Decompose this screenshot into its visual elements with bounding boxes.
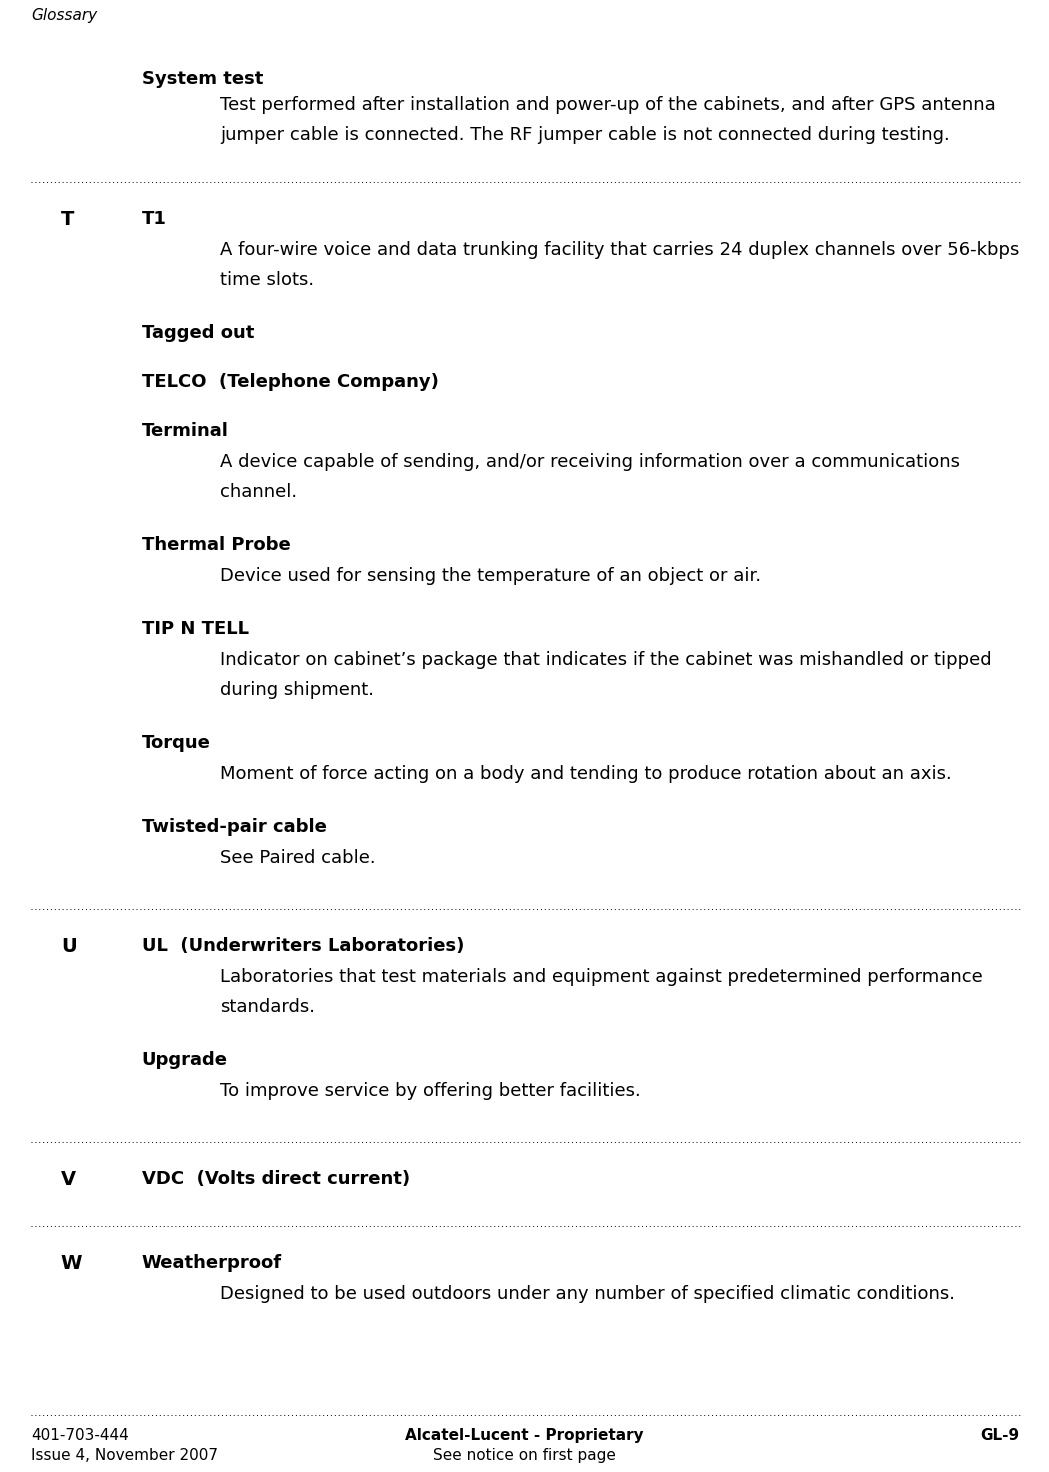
Text: Issue 4, November 2007: Issue 4, November 2007 — [31, 1448, 218, 1463]
Text: Terminal: Terminal — [142, 422, 229, 440]
Text: System test: System test — [142, 71, 263, 88]
Text: Designed to be used outdoors under any number of specified climatic conditions.: Designed to be used outdoors under any n… — [220, 1285, 956, 1303]
Text: Device used for sensing the temperature of an object or air.: Device used for sensing the temperature … — [220, 567, 762, 584]
Text: UL  (Underwriters Laboratories): UL (Underwriters Laboratories) — [142, 938, 464, 955]
Text: A four-wire voice and data trunking facility that carries 24 duplex channels ove: A four-wire voice and data trunking faci… — [220, 241, 1020, 259]
Text: Indicator on cabinet’s package that indicates if the cabinet was mishandled or t: Indicator on cabinet’s package that indi… — [220, 651, 992, 668]
Text: Laboratories that test materials and equipment against predetermined performance: Laboratories that test materials and equ… — [220, 969, 983, 986]
Text: Moment of force acting on a body and tending to produce rotation about an axis.: Moment of force acting on a body and ten… — [220, 765, 952, 783]
Text: standards.: standards. — [220, 998, 316, 1016]
Text: channel.: channel. — [220, 483, 298, 500]
Text: Upgrade: Upgrade — [142, 1051, 228, 1069]
Text: Test performed after installation and power-up of the cabinets, and after GPS an: Test performed after installation and po… — [220, 96, 997, 113]
Text: time slots.: time slots. — [220, 271, 315, 289]
Text: 401-703-444: 401-703-444 — [31, 1428, 129, 1443]
Text: VDC  (Volts direct current): VDC (Volts direct current) — [142, 1170, 410, 1188]
Text: A device capable of sending, and/or receiving information over a communications: A device capable of sending, and/or rece… — [220, 453, 960, 471]
Text: V: V — [61, 1170, 76, 1189]
Text: Glossary: Glossary — [31, 7, 98, 24]
Text: Torque: Torque — [142, 735, 211, 752]
Text: during shipment.: during shipment. — [220, 682, 374, 699]
Text: To improve service by offering better facilities.: To improve service by offering better fa… — [220, 1082, 641, 1100]
Text: GL-9: GL-9 — [981, 1428, 1020, 1443]
Text: TIP N TELL: TIP N TELL — [142, 620, 249, 637]
Text: T: T — [61, 210, 74, 230]
Text: See notice on first page: See notice on first page — [433, 1448, 616, 1463]
Text: Weatherproof: Weatherproof — [142, 1254, 282, 1272]
Text: jumper cable is connected. The RF jumper cable is not connected during testing.: jumper cable is connected. The RF jumper… — [220, 127, 950, 144]
Text: T1: T1 — [142, 210, 167, 228]
Text: Tagged out: Tagged out — [142, 324, 254, 342]
Text: U: U — [61, 938, 77, 955]
Text: W: W — [61, 1254, 82, 1273]
Text: Alcatel-Lucent - Proprietary: Alcatel-Lucent - Proprietary — [405, 1428, 644, 1443]
Text: Twisted-pair cable: Twisted-pair cable — [142, 818, 326, 836]
Text: TELCO  (Telephone Company): TELCO (Telephone Company) — [142, 372, 438, 392]
Text: Thermal Probe: Thermal Probe — [142, 536, 291, 553]
Text: See Paired cable.: See Paired cable. — [220, 849, 376, 867]
